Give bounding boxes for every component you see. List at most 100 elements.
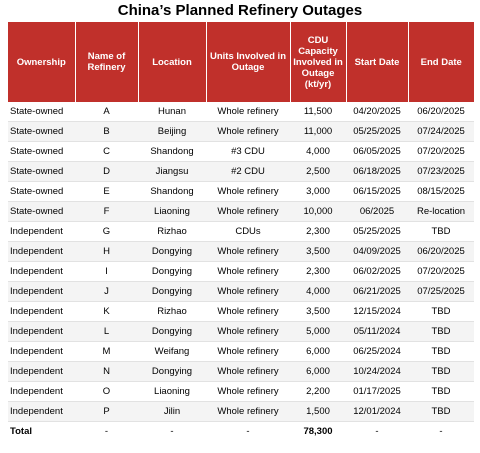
header-units-involved: Units Involved in Outage — [206, 22, 291, 102]
header-name-of-refinery: Name of Refinery — [75, 22, 139, 102]
cell-refinery-name: D — [75, 161, 138, 182]
header-start-date: Start Date — [346, 22, 409, 102]
total-capacity: 78,300 — [290, 421, 346, 441]
cell-ownership: Independent — [8, 321, 75, 342]
table-row: State-owned A Hunan Whole refinery 11,500 04/… — [8, 102, 474, 122]
cell-ownership: State-owned — [8, 121, 75, 142]
cell-units: Whole refinery — [206, 241, 290, 262]
cell-start-date: 04/20/2025 — [346, 102, 408, 122]
cell-end-date: TBD — [408, 301, 474, 322]
cell-capacity: 6,000 — [290, 361, 346, 382]
table-row: Independent P Jilin Whole refinery 1,500 12/0… — [8, 401, 474, 422]
cell-capacity: 1,500 — [290, 401, 346, 422]
cell-ownership: Independent — [8, 341, 75, 362]
cell-capacity: 4,000 — [290, 281, 346, 302]
cell-end-date: 08/15/2025 — [408, 181, 474, 202]
cell-capacity: 3,500 — [290, 241, 346, 262]
cell-start-date: 01/17/2025 — [346, 381, 408, 402]
table-row: Independent L Dongying Whole refinery 5,000 0… — [8, 321, 474, 342]
table-title: China’s Planned Refinery Outages — [117, 2, 363, 19]
cell-capacity: 2,300 — [290, 221, 346, 242]
table-row: Independent M Weifang Whole refinery 6,000 06… — [8, 341, 474, 362]
cell-units: Whole refinery — [206, 341, 290, 362]
cell-start-date: 06/02/2025 — [346, 261, 408, 282]
cell-end-date: 06/20/2025 — [408, 102, 474, 122]
header-location: Location — [138, 22, 207, 102]
cell-ownership: Independent — [8, 281, 75, 302]
cell-start-date: 06/2025 — [346, 201, 408, 222]
table-row: State-owned E Shandong Whole refinery 3,000 0… — [8, 181, 474, 202]
cell-end-date: 07/20/2025 — [408, 261, 474, 282]
cell-start-date: 05/25/2025 — [346, 221, 408, 242]
cell-units: #3 CDU — [206, 141, 290, 162]
table-row: State-owned C Shandong #3 CDU 4,000 06/05/202… — [8, 141, 474, 162]
total-name: - — [75, 421, 138, 441]
cell-refinery-name: P — [75, 401, 138, 422]
cell-ownership: Independent — [8, 401, 75, 422]
cell-units: Whole refinery — [206, 321, 290, 342]
header-ownership: Ownership — [8, 22, 76, 102]
cell-refinery-name: M — [75, 341, 138, 362]
cell-units: Whole refinery — [206, 281, 290, 302]
cell-ownership: Independent — [8, 241, 75, 262]
cell-location: Weifang — [138, 341, 206, 362]
table-row: State-owned B Beijing Whole refinery 11,000 0… — [8, 121, 474, 142]
cell-capacity: 3,500 — [290, 301, 346, 322]
cell-ownership: Independent — [8, 301, 75, 322]
refinery-outages-table: Ownership Name of Refinery Location Unit… — [8, 22, 474, 441]
cell-units: Whole refinery — [206, 381, 290, 402]
cell-units: Whole refinery — [206, 401, 290, 422]
cell-start-date: 10/24/2024 — [346, 361, 408, 382]
cell-start-date: 06/15/2025 — [346, 181, 408, 202]
cell-end-date: 07/25/2025 — [408, 281, 474, 302]
cell-units: Whole refinery — [206, 102, 290, 122]
cell-location: Dongying — [138, 261, 206, 282]
cell-refinery-name: N — [75, 361, 138, 382]
table-row: State-owned D Jiangsu #2 CDU 2,500 06/18/2025… — [8, 161, 474, 182]
cell-ownership: State-owned — [8, 161, 75, 182]
cell-units: CDUs — [206, 221, 290, 242]
cell-start-date: 12/15/2024 — [346, 301, 408, 322]
cell-refinery-name: B — [75, 121, 138, 142]
table-row: Independent N Dongying Whole refinery 6,000 1… — [8, 361, 474, 382]
cell-location: Dongying — [138, 281, 206, 302]
cell-capacity: 11,500 — [290, 102, 346, 122]
table-row: Independent J Dongying Whole refinery 4,000 0… — [8, 281, 474, 302]
cell-location: Dongying — [138, 361, 206, 382]
cell-units: #2 CDU — [206, 161, 290, 182]
cell-location: Shandong — [138, 181, 206, 202]
cell-start-date: 06/25/2024 — [346, 341, 408, 362]
cell-end-date: TBD — [408, 221, 474, 242]
cell-capacity: 2,300 — [290, 261, 346, 282]
table-row: Independent G Rizhao CDUs 2,300 05/25/2025 TBD — [8, 221, 474, 242]
cell-end-date: TBD — [408, 321, 474, 342]
cell-ownership: Independent — [8, 381, 75, 402]
total-location: - — [138, 421, 206, 441]
cell-ownership: State-owned — [8, 141, 75, 162]
cell-location: Rizhao — [138, 221, 206, 242]
table-row: Independent H Dongying Whole refinery 3,500 0… — [8, 241, 474, 262]
cell-end-date: TBD — [408, 401, 474, 422]
cell-end-date: 07/20/2025 — [408, 141, 474, 162]
total-units: - — [206, 421, 290, 441]
cell-ownership: Independent — [8, 221, 75, 242]
total-row: Total - - - 78,300 - - — [8, 421, 474, 441]
cell-start-date: 04/09/2025 — [346, 241, 408, 262]
cell-start-date: 06/21/2025 — [346, 281, 408, 302]
header-cdu-capacity: CDU Capacity Involved in Outage (kt/yr) — [290, 22, 347, 102]
cell-ownership: State-owned — [8, 102, 75, 122]
cell-end-date: TBD — [408, 381, 474, 402]
cell-location: Jiangsu — [138, 161, 206, 182]
cell-refinery-name: J — [75, 281, 138, 302]
cell-location: Dongying — [138, 321, 206, 342]
cell-location: Jilin — [138, 401, 206, 422]
cell-start-date: 06/05/2025 — [346, 141, 408, 162]
cell-location: Rizhao — [138, 301, 206, 322]
cell-ownership: State-owned — [8, 181, 75, 202]
cell-end-date: TBD — [408, 361, 474, 382]
cell-ownership: Independent — [8, 361, 75, 382]
cell-units: Whole refinery — [206, 261, 290, 282]
cell-refinery-name: H — [75, 241, 138, 262]
cell-refinery-name: A — [75, 102, 138, 122]
cell-ownership: Independent — [8, 261, 75, 282]
